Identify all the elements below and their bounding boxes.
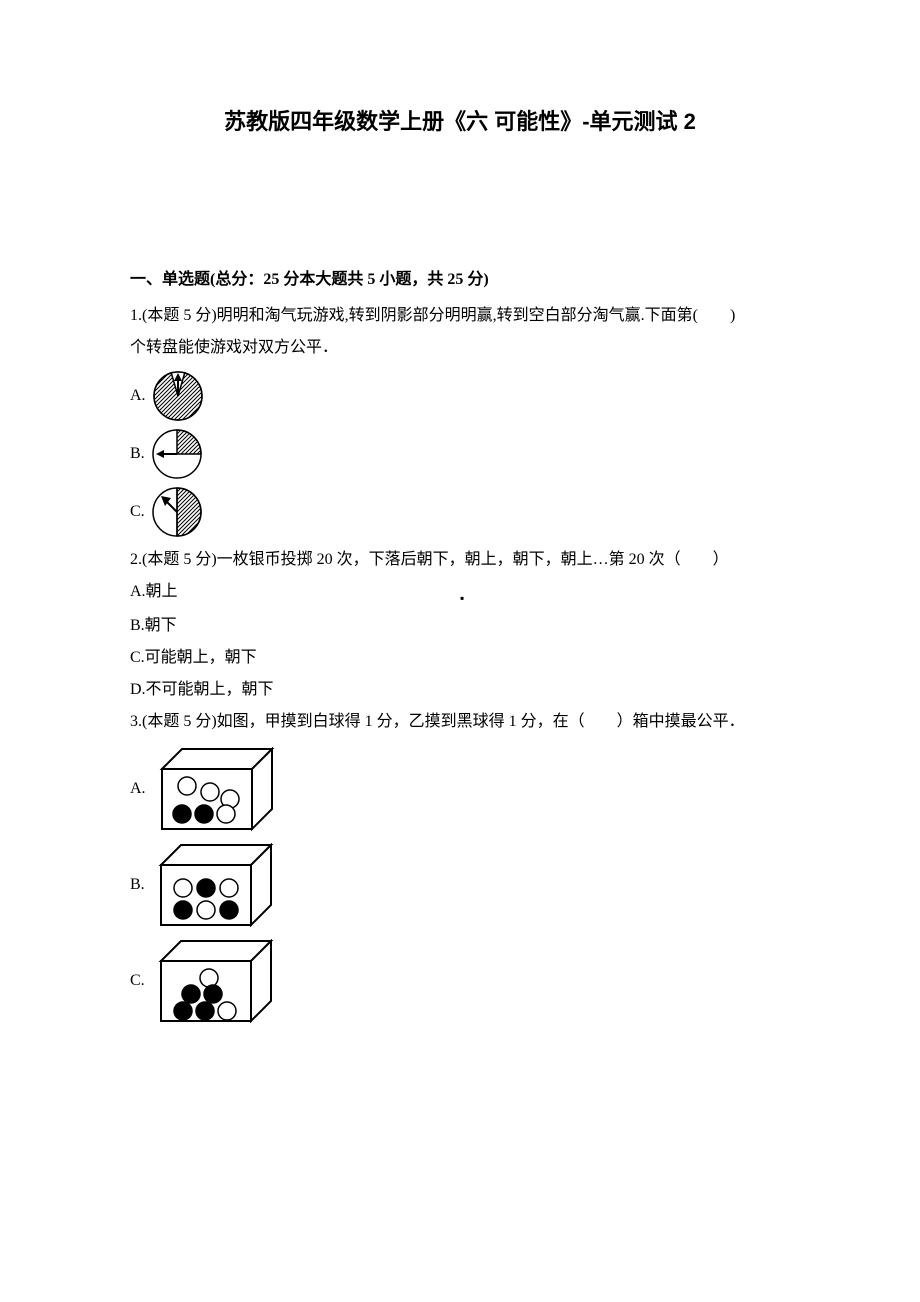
q3-option-c: C. [130, 936, 790, 1026]
q1-stem-line2: 个转盘能使游戏对双方公平． [130, 332, 790, 364]
q3-stem: 3.(本题 5 分)如图，甲摸到白球得 1 分，乙摸到黑球得 1 分，在（ ）箱… [130, 706, 790, 738]
q1-a-label: A. [130, 380, 146, 412]
q3-option-a: A. [130, 744, 790, 834]
q2-option-a: A.朝上 [130, 576, 460, 610]
q1-option-b: B. [130, 428, 790, 480]
q1-option-c: C. [130, 486, 790, 538]
section-header: 一、单选题(总分：25 分本大题共 5 小题，共 25 分) [130, 264, 790, 296]
spinner-c-icon [151, 486, 203, 538]
spinner-a-icon [152, 370, 204, 422]
box-b-icon [151, 840, 281, 930]
q3-c-label: C. [130, 965, 145, 997]
q2-stem: 2.(本题 5 分)一枚银币投掷 20 次，下落后朝下，朝上，朝下，朝上…第 2… [130, 544, 790, 576]
q1-stem-line1: 1.(本题 5 分)明明和淘气玩游戏,转到阴影部分明明赢,转到空白部分淘气赢.下… [130, 300, 790, 332]
q1-c-label: C. [130, 496, 145, 528]
q3-b-label: B. [130, 869, 145, 901]
q3-option-b: B. [130, 840, 790, 930]
page-marker: ▪ [460, 586, 464, 610]
q1-option-a: A. [130, 370, 790, 422]
box-a-icon [152, 744, 282, 834]
spinner-b-icon [151, 428, 203, 480]
q1-b-label: B. [130, 438, 145, 470]
q3-a-label: A. [130, 773, 146, 805]
box-c-icon [151, 936, 281, 1026]
q2-option-c: C.可能朝上，朝下 [130, 642, 790, 674]
q2-option-d: D.不可能朝上，朝下 [130, 674, 790, 706]
document-title: 苏教版四年级数学上册《六 可能性》-单元测试 2 [130, 100, 790, 144]
q2-option-b: B.朝下 [130, 610, 790, 642]
